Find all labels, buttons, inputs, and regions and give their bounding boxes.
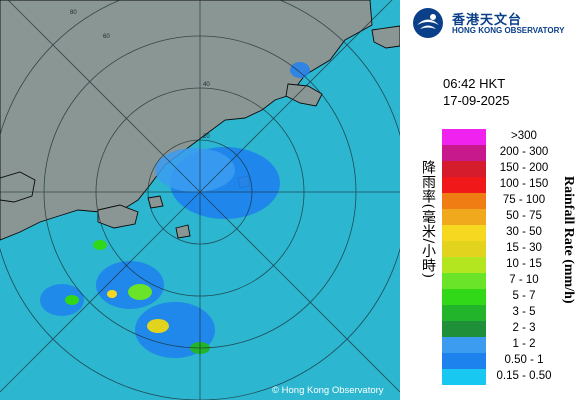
radar-map: 20 40 60 80: [0, 0, 400, 400]
ring-label-60: 60: [103, 34, 110, 40]
radial-line-se: [199, 191, 400, 393]
radial-line-sw: [0, 191, 201, 393]
copyright-notice: © Hong Kong Observatory: [272, 385, 384, 396]
legend-range-label: 3 - 5: [512, 306, 536, 318]
legend-range-label: 7 - 10: [509, 274, 539, 286]
observatory-logo-icon: [413, 8, 443, 38]
legend-color-swatch: [442, 273, 486, 289]
rain-cell-green-2: [128, 284, 152, 300]
legend-row: >300: [442, 129, 567, 145]
legend-range-label: 2 - 3: [512, 322, 536, 334]
legend-color-swatch: [442, 193, 486, 209]
lantau-island: [97, 204, 139, 229]
legend-range-label: 50 - 75: [506, 210, 542, 222]
ring-label-40: 40: [203, 82, 210, 88]
radial-line-ne: [199, 0, 393, 193]
legend-range-label: 0.15 - 0.50: [496, 370, 552, 382]
legend-range-label: 150 - 200: [499, 162, 549, 174]
legend-row: 2 - 3: [442, 321, 567, 337]
radial-line-nw: [7, 0, 201, 193]
legend-row: 10 - 15: [442, 257, 567, 273]
legend-color-swatch: [442, 257, 486, 273]
legend-range-label: 75 - 100: [502, 194, 546, 206]
small-island-1: [147, 195, 164, 209]
legend-color-swatch: [442, 225, 486, 241]
legend-range-label: >300: [511, 130, 537, 142]
rain-cell-green-3: [65, 295, 79, 305]
rain-cell-yellow: [147, 319, 169, 333]
northeast-island: [371, 25, 400, 49]
range-rings: [0, 0, 400, 400]
legend-color-swatch: [442, 337, 486, 353]
rain-cell-green-1: [93, 240, 107, 250]
legend-row: 100 - 150: [442, 177, 567, 193]
legend-row: 15 - 30: [442, 241, 567, 257]
observation-date: 17-09-2025: [443, 93, 510, 108]
legend-range-label: 1 - 2: [512, 338, 536, 350]
legend-color-swatch: [442, 129, 486, 145]
legend-panel: 香港天文台 HONG KONG OBSERVATORY 06:42 HKT 17…: [400, 0, 577, 400]
small-island-2: [175, 224, 191, 239]
legend-row: 0.15 - 0.50: [442, 369, 567, 385]
legend-color-swatch: [442, 305, 486, 321]
observatory-header: 香港天文台 HONG KONG OBSERVATORY: [412, 6, 577, 40]
legend-color-swatch: [442, 161, 486, 177]
legend-color-swatch: [442, 145, 486, 161]
west-island: [0, 171, 36, 203]
legend-range-label: 15 - 30: [506, 242, 542, 254]
legend-color-swatch: [442, 209, 486, 225]
legend-row: 150 - 200: [442, 161, 567, 177]
rain-band-northeast: [290, 62, 310, 78]
legend-color-swatch: [442, 369, 486, 385]
legend-row: 200 - 300: [442, 145, 567, 161]
rainfall-legend: >300 200 - 300 150 - 200 100 - 150 75 - 100 5…: [442, 129, 567, 385]
legend-range-label: 200 - 300: [499, 146, 549, 158]
observatory-name-english: HONG KONG OBSERVATORY: [452, 26, 565, 35]
observation-time: 06:42 HKT: [443, 76, 506, 91]
legend-title-chinese: 降雨率(毫米/小時): [420, 160, 436, 279]
legend-color-swatch: [442, 177, 486, 193]
legend-row: 50 - 75: [442, 209, 567, 225]
east-peninsula: [285, 83, 323, 107]
rain-band-central-light: [155, 148, 235, 192]
ring-label-80: 80: [70, 10, 77, 16]
legend-title-english: Rainfall Rate (mm/h): [561, 176, 576, 304]
legend-row: 30 - 50: [442, 225, 567, 241]
legend-range-label: 0.50 - 1: [504, 354, 544, 366]
legend-color-swatch: [442, 353, 486, 369]
mainland-landmass: [0, 0, 373, 241]
legend-row: 75 - 100: [442, 193, 567, 209]
range-ring-labels: 20 40 60 80: [70, 10, 210, 140]
legend-row: 1 - 2: [442, 337, 567, 353]
legend-range-label: 10 - 15: [506, 258, 542, 270]
rain-band-far-west: [40, 284, 84, 316]
legend-row: 5 - 7: [442, 289, 567, 305]
legend-row: 7 - 10: [442, 273, 567, 289]
legend-color-swatch: [442, 321, 486, 337]
legend-range-label: 5 - 7: [512, 290, 536, 302]
legend-color-swatch: [442, 289, 486, 305]
ring-label-20: 20: [203, 134, 210, 140]
legend-row: 3 - 5: [442, 305, 567, 321]
observatory-name-chinese: 香港天文台: [452, 13, 523, 28]
rain-cell-yellow-small: [107, 290, 117, 298]
legend-range-label: 30 - 50: [506, 226, 542, 238]
legend-range-label: 100 - 150: [499, 178, 549, 190]
legend-row: 0.50 - 1: [442, 353, 567, 369]
legend-color-swatch: [442, 241, 486, 257]
